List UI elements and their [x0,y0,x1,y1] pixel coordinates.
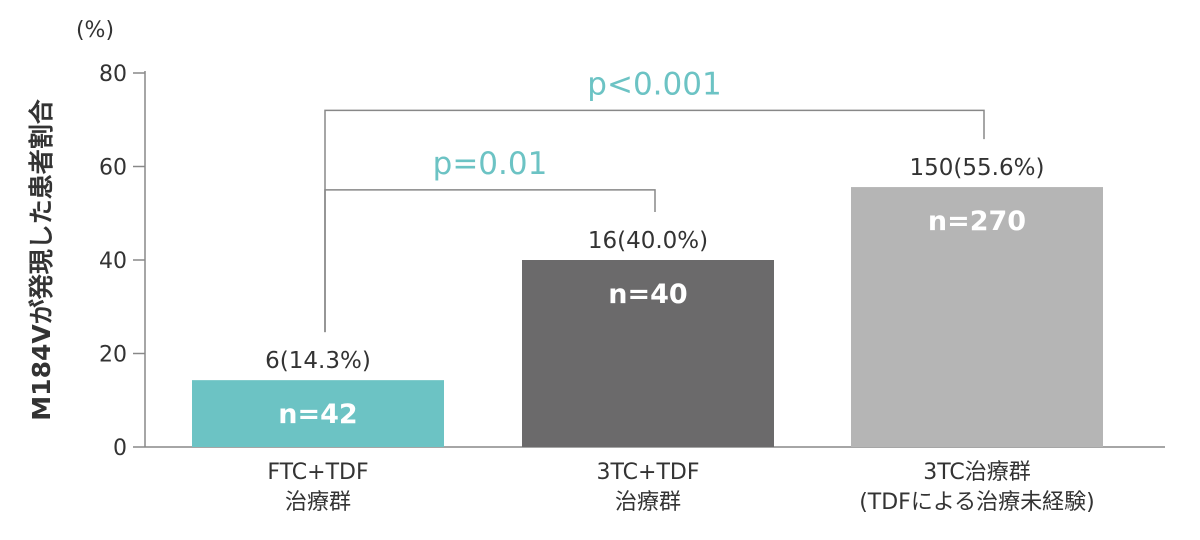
bar-value-label: 150(55.6%) [910,155,1045,181]
bar-n-label: n=40 [608,279,687,310]
y-tick-label: 60 [99,156,127,181]
category-label: 治療群 [615,490,681,515]
bar [851,187,1103,447]
y-unit-label: (%) [76,18,114,43]
bar-n-label: n=270 [928,206,1026,237]
category-label: 3TC治療群 [923,460,1031,485]
bar [192,380,444,447]
p-value-label: p<0.001 [587,66,721,102]
y-tick-label: 40 [99,249,127,274]
category-label: 治療群 [285,490,351,515]
bar-n-label: n=42 [278,399,357,430]
y-tick-label: 0 [113,436,127,461]
y-tick-label: 20 [99,343,127,368]
y-axis-label: M184Vが発現した患者割合 [27,98,56,420]
y-ticks: 0 20 40 60 80 [99,62,145,461]
significance-bracket [324,109,985,333]
significance-brackets: p=0.01 p<0.001 [324,66,985,333]
category-label: 3TC+TDF [597,460,700,485]
category-label: FTC+TDF [267,460,368,485]
p-value-label: p=0.01 [433,146,548,182]
category-label: (TDFによる治療未経験) [859,490,1095,515]
bar-value-label: 16(40.0%) [588,228,708,254]
bars: 6(14.3%) n=42 16(40.0%) n=40 150(55.6%) n=270 [192,155,1103,447]
bar [522,260,774,447]
category-labels: FTC+TDF 治療群 3TC+TDF 治療群 3TC治療群 (TDFによる治療未経験) [267,460,1094,515]
bar-value-label: 6(14.3%) [265,348,371,374]
y-tick-label: 80 [99,62,127,87]
